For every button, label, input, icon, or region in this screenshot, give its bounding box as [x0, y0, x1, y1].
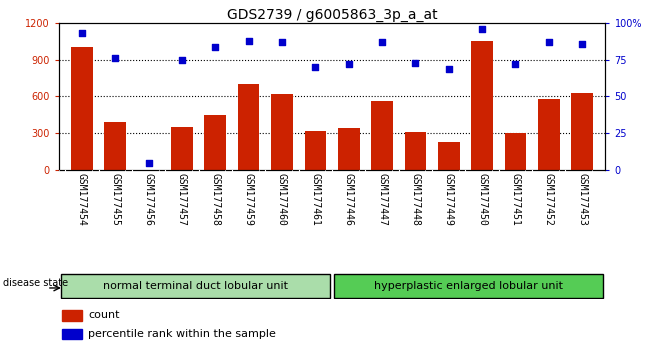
Point — [177, 57, 187, 63]
Bar — [238, 84, 260, 170]
Bar — [572, 93, 593, 170]
Point — [510, 61, 521, 67]
Bar — [104, 122, 126, 170]
Text: GSM177450: GSM177450 — [477, 173, 487, 226]
Bar — [62, 310, 81, 321]
Text: GSM177455: GSM177455 — [110, 173, 120, 226]
Bar — [371, 101, 393, 170]
FancyBboxPatch shape — [61, 274, 330, 298]
Text: GSM177446: GSM177446 — [344, 173, 353, 226]
Point — [277, 39, 287, 45]
Text: GSM177448: GSM177448 — [410, 173, 421, 226]
Point — [544, 39, 554, 45]
Bar — [471, 41, 493, 170]
Point — [577, 41, 587, 46]
Bar — [271, 94, 293, 170]
Point — [410, 60, 421, 65]
Point — [344, 61, 354, 67]
Bar — [438, 142, 460, 170]
Text: GSM177453: GSM177453 — [577, 173, 587, 226]
Bar — [62, 329, 81, 339]
Text: GSM177460: GSM177460 — [277, 173, 287, 226]
Text: percentile rank within the sample: percentile rank within the sample — [88, 329, 276, 339]
Title: GDS2739 / g6005863_3p_a_at: GDS2739 / g6005863_3p_a_at — [227, 8, 437, 22]
Point — [243, 38, 254, 44]
Bar — [171, 127, 193, 170]
Bar — [538, 99, 560, 170]
Point — [477, 26, 487, 32]
Bar — [71, 47, 93, 170]
Text: count: count — [88, 310, 120, 320]
Text: disease state: disease state — [3, 278, 68, 288]
Text: GSM177449: GSM177449 — [444, 173, 454, 226]
Point — [110, 56, 120, 61]
Point — [210, 44, 221, 49]
Text: GSM177459: GSM177459 — [243, 173, 254, 226]
Bar — [404, 132, 426, 170]
Text: GSM177461: GSM177461 — [311, 173, 320, 226]
Bar — [338, 128, 359, 170]
Bar — [505, 133, 526, 170]
Text: hyperplastic enlarged lobular unit: hyperplastic enlarged lobular unit — [374, 281, 563, 291]
Text: GSM177457: GSM177457 — [177, 173, 187, 226]
FancyBboxPatch shape — [334, 274, 603, 298]
Text: GSM177456: GSM177456 — [144, 173, 154, 226]
Text: GSM177447: GSM177447 — [377, 173, 387, 226]
Text: GSM177451: GSM177451 — [510, 173, 520, 226]
Text: GSM177458: GSM177458 — [210, 173, 220, 226]
Point — [143, 160, 154, 165]
Bar — [204, 115, 226, 170]
Text: normal terminal duct lobular unit: normal terminal duct lobular unit — [103, 281, 288, 291]
Point — [310, 64, 320, 70]
Point — [377, 39, 387, 45]
Bar — [305, 131, 326, 170]
Text: GSM177454: GSM177454 — [77, 173, 87, 226]
Point — [77, 30, 87, 36]
Point — [443, 66, 454, 72]
Text: GSM177452: GSM177452 — [544, 173, 554, 226]
